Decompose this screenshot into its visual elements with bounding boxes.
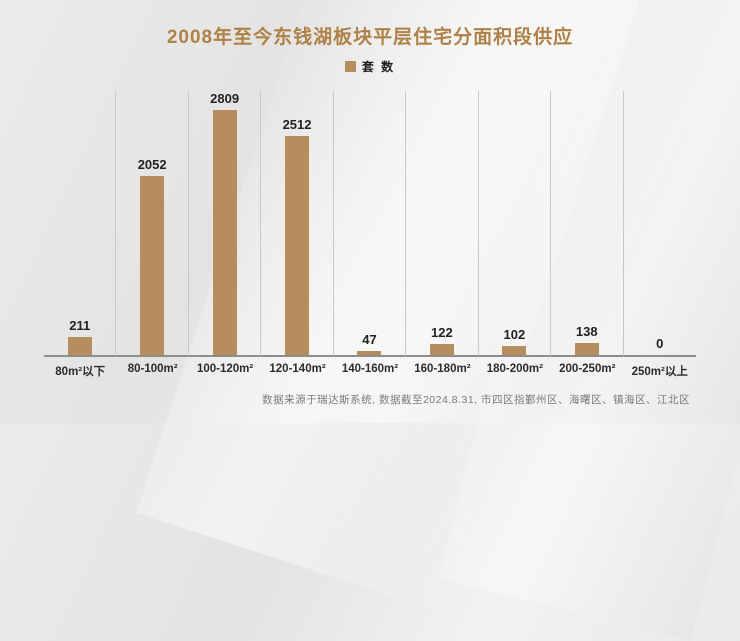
chart-plot-cell: 2512	[261, 91, 334, 357]
chart-legend: 套 数	[0, 58, 740, 75]
chart-plot-cell: 2052	[116, 91, 189, 357]
chart-plot-cell: 138	[551, 91, 624, 357]
bar	[574, 343, 599, 355]
chart-page: 2008年至今东钱湖板块平层住宅分面积段供应 套 数 211 80m²以下 2052…	[0, 27, 740, 406]
bar-value-label: 2809	[210, 91, 240, 106]
category-label: 160-180m²	[414, 363, 471, 375]
chart-column: 122 160-180m²	[406, 91, 479, 379]
bar-value-label: 122	[431, 325, 453, 340]
category-label: 100-120m²	[196, 363, 254, 375]
bar-value-label: 2052	[137, 157, 167, 172]
chart-column: 47 140-160m²	[333, 91, 407, 379]
category-label: 80-100m²	[127, 363, 178, 375]
chart-plot-cell: 2809	[188, 91, 262, 357]
bar-value-label: 0	[656, 336, 664, 351]
bar	[357, 351, 382, 355]
chart-column: 138 200-250m²	[551, 91, 624, 379]
bar	[140, 176, 165, 355]
bar	[429, 344, 454, 355]
bar-value-label: 47	[362, 332, 377, 347]
chart-column: 0 250m²以上	[623, 91, 696, 379]
chart-plot-cell: 47	[333, 91, 407, 357]
bar-value-label: 138	[575, 324, 598, 339]
chart-plot-cell: 0	[623, 91, 696, 357]
category-label: 80m²以下	[55, 366, 106, 378]
chart-column: 2809 100-120m²	[188, 91, 262, 379]
chart-column: 102 180-200m²	[478, 91, 552, 379]
bar-value-label: 102	[503, 327, 526, 342]
data-source-note: 数据来源于瑞达斯系统, 数据截至2024.8.31, 市四区指鄞州区、海曙区、镇…	[262, 394, 690, 406]
bar	[212, 110, 237, 355]
chart-plot-cell: 102	[478, 91, 552, 357]
legend-label: 套 数	[361, 60, 396, 74]
bar-chart: 211 80m²以下 2052 80-100m² 2809 100-120m² 2512 12…	[44, 91, 696, 379]
category-label: 180-200m²	[486, 363, 543, 375]
category-label: 140-160m²	[341, 363, 399, 375]
bar	[67, 337, 92, 355]
chart-plot-cell: 211	[44, 91, 117, 357]
chart-column: 2052 80-100m²	[116, 91, 189, 379]
chart-column: 211 80m²以下	[44, 91, 117, 379]
bar-value-label: 211	[69, 318, 91, 333]
bar	[285, 136, 310, 355]
chart-plot-cell: 122	[406, 91, 479, 357]
bar	[502, 346, 527, 355]
category-label: 200-250m²	[559, 363, 616, 375]
legend-swatch	[344, 61, 356, 72]
category-label: 250m²以上	[631, 366, 688, 378]
page-title: 2008年至今东钱湖板块平层住宅分面积段供应	[166, 27, 574, 48]
category-label: 120-140m²	[269, 363, 326, 375]
chart-column: 2512 120-140m²	[261, 91, 334, 379]
bar-value-label: 2512	[282, 117, 312, 132]
